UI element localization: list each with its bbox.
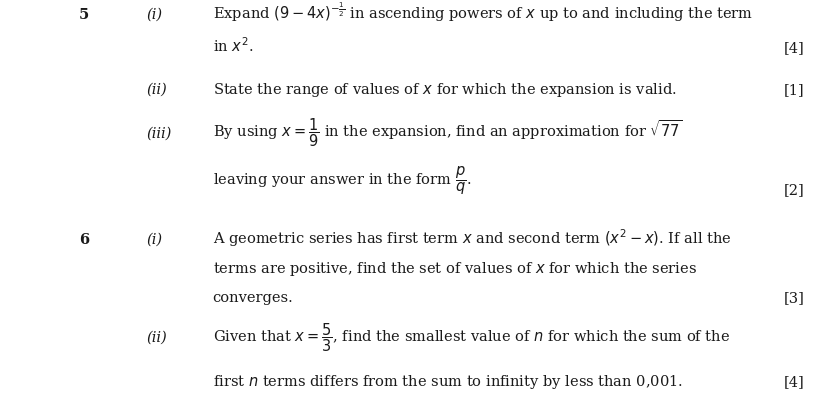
Text: leaving your answer in the form $\dfrac{p}{q}$.: leaving your answer in the form $\dfrac{… [213, 165, 471, 197]
Text: Given that $x = \dfrac{5}{3}$, find the smallest value of $n$ for which the sum : Given that $x = \dfrac{5}{3}$, find the … [213, 321, 730, 354]
Text: [2]: [2] [784, 183, 805, 197]
Text: [4]: [4] [784, 375, 805, 389]
Text: (iii): (iii) [146, 127, 171, 141]
Text: By using $x = \dfrac{1}{9}$ in the expansion, find an approximation for $\sqrt{7: By using $x = \dfrac{1}{9}$ in the expan… [213, 117, 682, 149]
Text: A geometric series has first term $x$ and second term $(x^2-x)$. If all the: A geometric series has first term $x$ an… [213, 227, 731, 249]
Text: converges.: converges. [213, 291, 294, 305]
Text: (ii): (ii) [146, 83, 167, 97]
Text: (i): (i) [146, 8, 162, 22]
Text: [1]: [1] [784, 83, 805, 97]
Text: 5: 5 [79, 8, 89, 22]
Text: first $n$ terms differs from the sum to infinity by less than 0,001.: first $n$ terms differs from the sum to … [213, 373, 682, 391]
Text: in $x^2$.: in $x^2$. [213, 36, 253, 55]
Text: State the range of values of $x$ for which the expansion is valid.: State the range of values of $x$ for whi… [213, 81, 676, 99]
Text: 6: 6 [79, 233, 89, 247]
Text: (ii): (ii) [146, 331, 167, 345]
Text: Expand $(9-4x)^{-\frac{1}{2}}$ in ascending powers of $x$ up to and including th: Expand $(9-4x)^{-\frac{1}{2}}$ in ascend… [213, 0, 753, 24]
Text: terms are positive, find the set of values of $x$ for which the series: terms are positive, find the set of valu… [213, 260, 696, 278]
Text: [3]: [3] [784, 291, 805, 305]
Text: [4]: [4] [784, 41, 805, 55]
Text: (i): (i) [146, 233, 162, 247]
